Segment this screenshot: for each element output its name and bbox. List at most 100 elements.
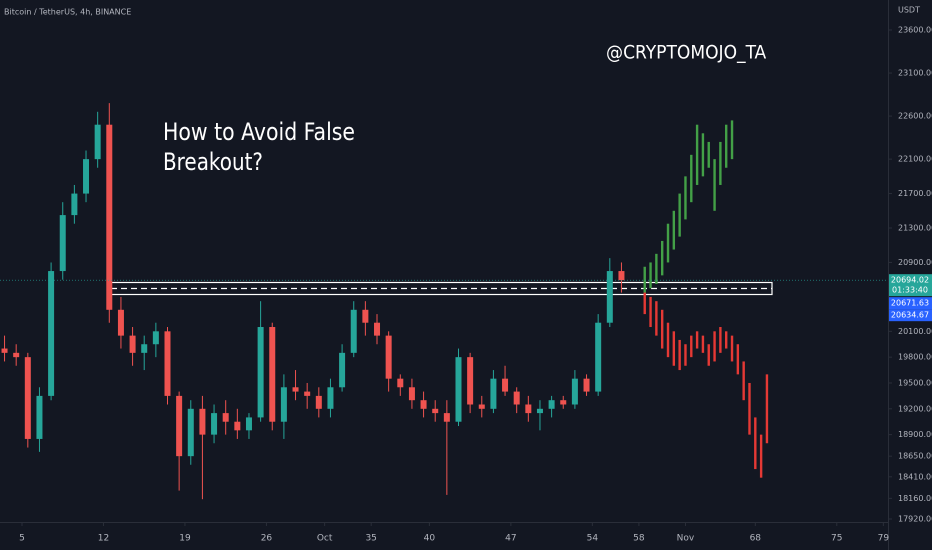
projection-bar	[707, 344, 710, 366]
candle-body	[397, 378, 404, 388]
projection-bar	[678, 193, 681, 237]
level-label: 20671.63	[891, 299, 929, 308]
candle-body	[478, 404, 485, 409]
annotation-line: Breakout?	[163, 148, 263, 176]
projection-bar	[666, 223, 670, 263]
x-tick-label: Nov	[677, 534, 695, 544]
candle-body	[315, 395, 322, 409]
annotation-line: How to Avoid False	[163, 118, 355, 146]
projection-bar	[655, 301, 658, 336]
candle-body	[490, 378, 497, 409]
candle-body	[525, 404, 532, 414]
projection-bar	[759, 434, 763, 478]
candle-body	[408, 387, 415, 401]
candle-body	[234, 421, 241, 431]
candle-body	[362, 309, 369, 323]
x-tick-label: Oct	[317, 534, 333, 544]
candle-body	[560, 400, 567, 405]
candle-body	[467, 357, 474, 405]
candle-body	[595, 322, 602, 392]
candle-body	[571, 378, 578, 405]
candle-body	[536, 408, 543, 414]
candle-body	[432, 408, 439, 414]
projection-bar	[707, 141, 710, 168]
y-tick-label: 19500.00	[898, 378, 932, 387]
y-tick-label: 20100.00	[898, 327, 932, 336]
projection-bar	[695, 331, 699, 349]
x-tick-label: 68	[750, 534, 762, 544]
axis-unit: USDT	[898, 6, 920, 15]
projection-bar	[742, 361, 745, 401]
candle-body	[269, 327, 276, 422]
y-tick-label: 21700.00	[898, 189, 932, 198]
candle-body	[1, 348, 8, 353]
candle-body	[71, 193, 78, 216]
countdown: 01:33:40	[892, 286, 928, 295]
y-tick-label: 19800.00	[898, 353, 932, 362]
candle-body	[327, 387, 334, 409]
projection-bar	[643, 266, 646, 293]
projection-bar	[725, 124, 728, 168]
candle-body	[211, 413, 218, 435]
projection-bar	[649, 296, 652, 328]
candle-body	[280, 387, 287, 422]
candle-body	[502, 378, 509, 392]
level-tag	[889, 309, 932, 322]
y-tick-label: 22600.00	[898, 112, 932, 121]
candle-body	[304, 391, 311, 396]
x-tick-label: 75	[831, 534, 842, 544]
projection-bar	[748, 382, 751, 435]
projection-bar	[719, 327, 722, 353]
candle-body	[106, 124, 113, 310]
x-tick-label: 26	[261, 534, 273, 544]
x-tick-label: 12	[98, 534, 109, 544]
candle-body	[117, 309, 124, 336]
y-tick-label: 18160.00	[898, 494, 932, 503]
projection-bar	[660, 309, 664, 349]
projection-bar	[701, 133, 705, 177]
candle-body	[606, 271, 613, 323]
candle-body	[164, 331, 171, 396]
candle-body	[129, 335, 136, 353]
projection-bar	[730, 120, 734, 160]
projection-bar	[730, 335, 734, 362]
last-price-tag	[889, 274, 932, 297]
candle-body	[48, 271, 55, 396]
projection-bar	[701, 335, 705, 353]
projection-bar	[672, 210, 676, 250]
y-tick-label: 23600.00	[898, 26, 932, 35]
candle-body	[583, 378, 590, 392]
y-tick-label: 22100.00	[898, 155, 932, 164]
projection-bar	[725, 331, 728, 349]
level-tag	[889, 297, 932, 310]
projection-bar	[649, 262, 652, 289]
y-tick-label: 23100.00	[898, 69, 932, 78]
projection-bar	[736, 344, 740, 375]
projection-bar	[666, 322, 670, 358]
y-tick-label: 18410.00	[898, 472, 932, 481]
y-tick-label: 18900.00	[898, 430, 932, 439]
candle-body	[618, 271, 625, 281]
projection-bar	[684, 176, 687, 220]
last-price-label: 20694.02	[891, 276, 929, 285]
projection-bar	[713, 331, 716, 362]
projection-bar	[690, 154, 693, 203]
x-tick-label: 35	[365, 534, 376, 544]
x-tick-label: 5	[19, 534, 25, 544]
y-tick-label: 19200.00	[898, 404, 932, 413]
candle-body	[24, 357, 31, 439]
y-tick-label: 17920.00	[898, 515, 932, 524]
projection-bar	[695, 124, 699, 185]
candle-body	[257, 327, 264, 418]
projection-bar	[765, 374, 769, 444]
y-tick-label: 18650.00	[898, 452, 932, 461]
candle-body	[455, 357, 462, 422]
candle-body	[222, 413, 229, 422]
projection-bar	[690, 335, 693, 358]
candle-body	[350, 309, 357, 353]
chart-title: Bitcoin / TetherUS, 4h, BINANCE	[4, 8, 131, 17]
candle-body	[152, 331, 159, 345]
level-label: 20634.67	[891, 311, 929, 320]
